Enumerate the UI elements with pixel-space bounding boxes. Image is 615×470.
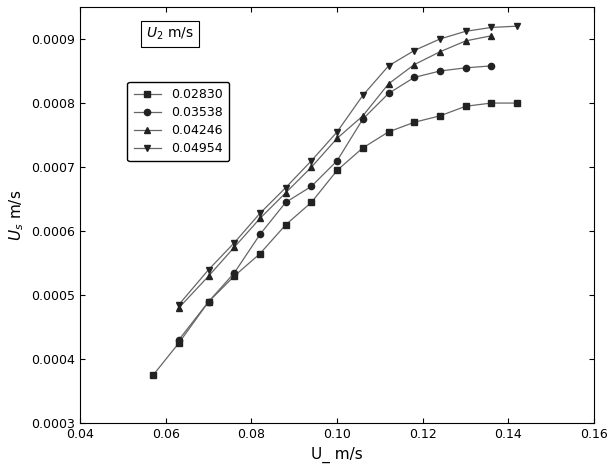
Line: 0.04954: 0.04954 xyxy=(175,23,520,308)
0.03538 xyxy=(411,75,418,80)
0.02830 xyxy=(175,341,182,346)
Legend: 0.02830, 0.03538, 0.04246, 0.04954: 0.02830, 0.03538, 0.04246, 0.04954 xyxy=(127,82,229,161)
0.02830 xyxy=(411,119,418,125)
0.03538 xyxy=(462,65,469,70)
0.04954 xyxy=(333,129,341,135)
0.04246 xyxy=(385,81,392,86)
Line: 0.03538: 0.03538 xyxy=(175,63,494,343)
0.04246 xyxy=(411,62,418,67)
0.02830 xyxy=(385,129,392,135)
0.04246 xyxy=(462,38,469,44)
0.03538 xyxy=(436,68,443,74)
0.04954 xyxy=(436,36,443,42)
0.02830 xyxy=(359,145,367,151)
0.03538 xyxy=(385,91,392,96)
0.04954 xyxy=(462,29,469,34)
0.04954 xyxy=(411,47,418,53)
0.02830 xyxy=(282,222,290,227)
0.02830 xyxy=(436,113,443,119)
0.04246 xyxy=(333,135,341,141)
0.04246 xyxy=(359,113,367,119)
0.02830 xyxy=(256,251,264,257)
Y-axis label: $U_s$ m/s: $U_s$ m/s xyxy=(7,189,26,241)
0.02830 xyxy=(488,100,495,106)
0.02830 xyxy=(231,273,238,279)
0.04954 xyxy=(514,24,521,29)
Line: 0.04246: 0.04246 xyxy=(175,32,494,311)
X-axis label: U_ m/s: U_ m/s xyxy=(311,447,363,463)
0.04954 xyxy=(308,158,315,164)
0.02830 xyxy=(308,200,315,205)
0.03538 xyxy=(333,158,341,164)
0.03538 xyxy=(231,270,238,276)
0.04954 xyxy=(175,302,182,308)
0.04246 xyxy=(282,190,290,196)
0.02830 xyxy=(333,167,341,173)
0.04246 xyxy=(175,306,182,311)
0.04246 xyxy=(205,273,212,279)
0.04954 xyxy=(231,240,238,245)
0.03538 xyxy=(205,299,212,305)
0.04246 xyxy=(308,164,315,170)
0.04246 xyxy=(256,216,264,221)
0.02830 xyxy=(205,299,212,305)
0.04954 xyxy=(385,63,392,69)
0.04954 xyxy=(205,267,212,273)
0.03538 xyxy=(282,200,290,205)
0.02830 xyxy=(514,100,521,106)
0.04246 xyxy=(488,33,495,39)
0.02830 xyxy=(149,373,157,378)
0.04246 xyxy=(231,244,238,250)
0.03538 xyxy=(308,184,315,189)
0.03538 xyxy=(488,63,495,69)
0.03538 xyxy=(256,232,264,237)
0.04246 xyxy=(436,49,443,55)
0.04954 xyxy=(256,211,264,216)
0.02830 xyxy=(462,103,469,109)
Line: 0.02830: 0.02830 xyxy=(150,100,520,378)
0.04954 xyxy=(488,24,495,30)
0.04954 xyxy=(359,93,367,98)
0.03538 xyxy=(175,337,182,343)
Text: $U_2$ m/s: $U_2$ m/s xyxy=(146,26,194,42)
0.03538 xyxy=(359,116,367,122)
0.04954 xyxy=(282,185,290,190)
